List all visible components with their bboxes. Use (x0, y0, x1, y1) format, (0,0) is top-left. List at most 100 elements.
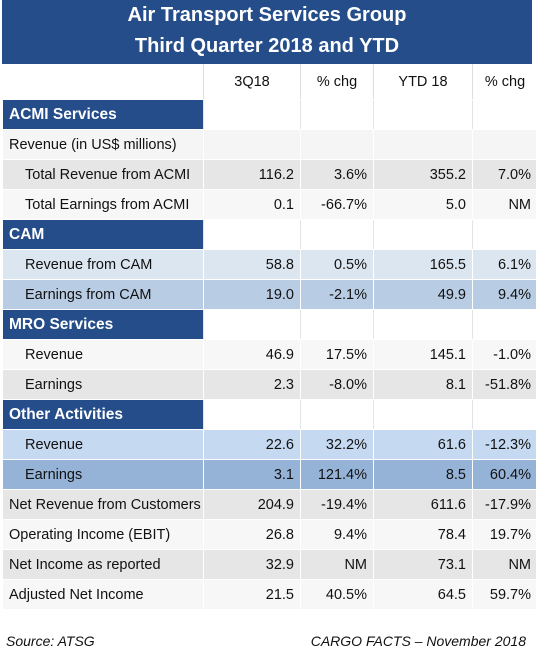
column-header: 3Q18 (203, 64, 301, 100)
data-row: Revenue 46.9 17.5% 145.1 -1.0% (2, 339, 536, 370)
title-band: Air Transport Services Group Third Quart… (2, 0, 532, 64)
value-cell: NM (472, 549, 536, 580)
section-title: CAM (2, 219, 204, 250)
value-cell: 3.1 (203, 459, 301, 490)
row-label: Net Revenue from Customers (2, 489, 204, 520)
row-label: Adjusted Net Income (2, 579, 204, 610)
value-cell: 7.0% (472, 159, 536, 190)
empty-cell (472, 99, 536, 130)
empty-cell (472, 129, 536, 160)
row-label: Earnings from CAM (2, 279, 204, 310)
empty-cell (203, 129, 301, 160)
value-cell: -19.4% (300, 489, 374, 520)
empty-cell (203, 399, 301, 430)
row-label: Revenue (in US$ millions) (2, 129, 204, 160)
value-cell: 19.0 (203, 279, 301, 310)
column-header: % chg (472, 64, 536, 100)
value-cell: 3.6% (300, 159, 374, 190)
value-cell: 121.4% (300, 459, 374, 490)
data-row: Total Earnings from ACMI 0.1 -66.7% 5.0 NM (2, 189, 536, 220)
empty-cell (203, 99, 301, 130)
row-label: Net Income as reported (2, 549, 204, 580)
value-cell: 165.5 (373, 249, 473, 280)
empty-cell (300, 399, 374, 430)
value-cell: 40.5% (300, 579, 374, 610)
value-cell: -66.7% (300, 189, 374, 220)
value-cell: NM (472, 189, 536, 220)
value-cell: 19.7% (472, 519, 536, 550)
value-cell: 59.7% (472, 579, 536, 610)
title-line: Third Quarter 2018 and YTD (134, 35, 400, 57)
empty-cell (300, 309, 374, 340)
empty-cell (373, 129, 473, 160)
empty-cell (373, 399, 473, 430)
data-row: Adjusted Net Income 21.5 40.5% 64.5 59.7% (2, 579, 536, 610)
value-cell: -12.3% (472, 429, 536, 460)
value-cell: 60.4% (472, 459, 536, 490)
empty-cell (203, 309, 301, 340)
section-row: MRO Services (2, 309, 536, 340)
empty-cell (472, 399, 536, 430)
value-cell: -1.0% (472, 339, 536, 370)
row-label: Earnings (2, 459, 204, 490)
value-cell: 204.9 (203, 489, 301, 520)
data-row: Earnings from CAM 19.0 -2.1% 49.9 9.4% (2, 279, 536, 310)
empty-cell (373, 309, 473, 340)
value-cell: -17.9% (472, 489, 536, 520)
empty-cell (300, 99, 374, 130)
section-title: ACMI Services (2, 99, 204, 130)
value-cell: 145.1 (373, 339, 473, 370)
row-label: Revenue (2, 429, 204, 460)
value-cell: 2.3 (203, 369, 301, 400)
value-cell: 64.5 (373, 579, 473, 610)
data-row: Net Revenue from Customers 204.9 -19.4% 611… (2, 489, 536, 520)
row-label: Earnings (2, 369, 204, 400)
value-cell: 9.4% (300, 519, 374, 550)
value-cell: 355.2 (373, 159, 473, 190)
section-title: MRO Services (2, 309, 204, 340)
value-cell: 32.2% (300, 429, 374, 460)
value-cell: NM (300, 549, 374, 580)
value-cell: 58.8 (203, 249, 301, 280)
value-cell: 116.2 (203, 159, 301, 190)
value-cell: 8.5 (373, 459, 473, 490)
value-cell: 78.4 (373, 519, 473, 550)
data-row: Revenue from CAM 58.8 0.5% 165.5 6.1% (2, 249, 536, 280)
empty-cell (300, 219, 374, 250)
section-row: CAM (2, 219, 536, 250)
empty-cell (472, 309, 536, 340)
value-cell: 9.4% (472, 279, 536, 310)
value-cell: 5.0 (373, 189, 473, 220)
data-row: Earnings 2.3 -8.0% 8.1 -51.8% (2, 369, 536, 400)
results-table: 3Q18% chg YTD 18% chg ACMI Services Revenue… (2, 64, 536, 610)
value-cell: 21.5 (203, 579, 301, 610)
value-cell: 22.6 (203, 429, 301, 460)
data-row: Net Income as reported 32.9 NM 73.1 NM (2, 549, 536, 580)
row-label: Revenue (2, 339, 204, 370)
value-cell: 611.6 (373, 489, 473, 520)
empty-cell (203, 219, 301, 250)
row-label: Total Earnings from ACMI (2, 189, 204, 220)
row-label: Total Revenue from ACMI (2, 159, 204, 190)
value-cell: -8.0% (300, 369, 374, 400)
credit: CARGO FACTS – November 2018 (310, 633, 526, 649)
value-cell: 0.5% (300, 249, 374, 280)
section-row: ACMI Services (2, 99, 536, 130)
empty-cell (373, 99, 473, 130)
row-label: Operating Income (EBIT) (2, 519, 204, 550)
value-cell: 8.1 (373, 369, 473, 400)
header-row: 3Q18% chg YTD 18% chg (2, 64, 536, 100)
row-label: Revenue from CAM (2, 249, 204, 280)
value-cell: 6.1% (472, 249, 536, 280)
title-line: Air Transport Services Group (127, 4, 407, 26)
column-header: % chg (300, 64, 374, 100)
value-cell: 17.5% (300, 339, 374, 370)
value-cell: 46.9 (203, 339, 301, 370)
value-cell: 0.1 (203, 189, 301, 220)
value-cell: 32.9 (203, 549, 301, 580)
data-row: Revenue (in US$ millions) (2, 129, 536, 160)
section-row: Other Activities (2, 399, 536, 430)
value-cell: 26.8 (203, 519, 301, 550)
value-cell: 61.6 (373, 429, 473, 460)
